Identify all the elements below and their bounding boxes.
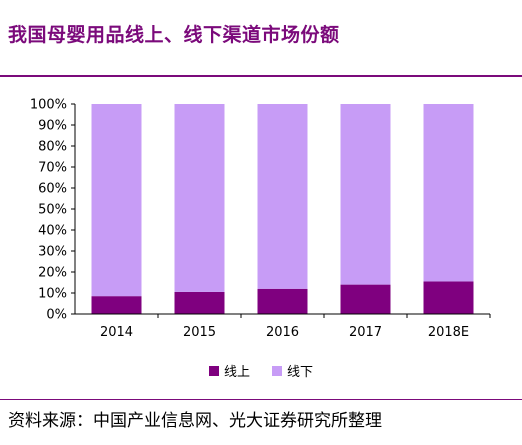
x-tick-label: 2015 [183,325,216,340]
legend-swatch-offline [272,365,282,376]
bar-offline-2016 [257,104,308,289]
y-tick-label: 70% [38,161,67,176]
y-tick-label: 30% [38,245,67,260]
bar-offline-2017 [340,104,391,285]
legend-label-offline: 线下 [287,365,314,380]
bar-online-2015 [174,291,225,314]
y-tick-label: 60% [38,182,67,197]
title-divider [0,75,522,77]
bars-group [91,104,474,314]
bar-offline-2015 [174,104,225,292]
legend: 线上 线下 [0,361,522,380]
legend-label-online: 线上 [223,365,250,380]
legend-item-online: 线上 [208,361,250,380]
x-axis: 2014 2015 2016 2017 2018E [75,313,491,340]
legend-item-offline: 线下 [272,361,313,380]
y-tick-label: 100% [30,98,67,113]
stacked-bar-chart: 0%10%20%30%40%50%60%70%80%90%100% 2014 20… [30,98,491,340]
bar-online-2016 [257,288,308,314]
y-tick-label: 40% [38,224,67,239]
bar-online-2017 [340,284,391,314]
source-note: 资料来源：中国产业信息网、光大证券研究所整理 [8,411,382,431]
chart-title: 我国母婴用品线上、线下渠道市场份额 [8,24,340,46]
x-tick-label: 2017 [349,325,382,340]
legend-swatch-online [208,365,219,376]
y-tick-label: 90% [38,119,67,134]
bar-online-2018E [423,281,474,314]
x-tick-label: 2016 [266,325,299,340]
y-tick-label: 50% [38,203,67,218]
y-tick-label: 80% [38,140,67,155]
x-tick-label: 2018E [428,325,469,340]
y-tick-label: 10% [38,287,67,302]
y-axis: 0% 10% 20% 30% 40% 50% 60% 70% 80% 90% 100% [30,98,76,323]
y-tick-label: 0% [46,308,67,323]
source-divider [0,399,522,400]
bar-offline-2018E [423,104,474,282]
y-tick-label: 20% [38,266,67,281]
bar-offline-2014 [91,104,142,297]
x-tick-label: 2014 [100,325,133,340]
bar-online-2014 [91,296,142,314]
